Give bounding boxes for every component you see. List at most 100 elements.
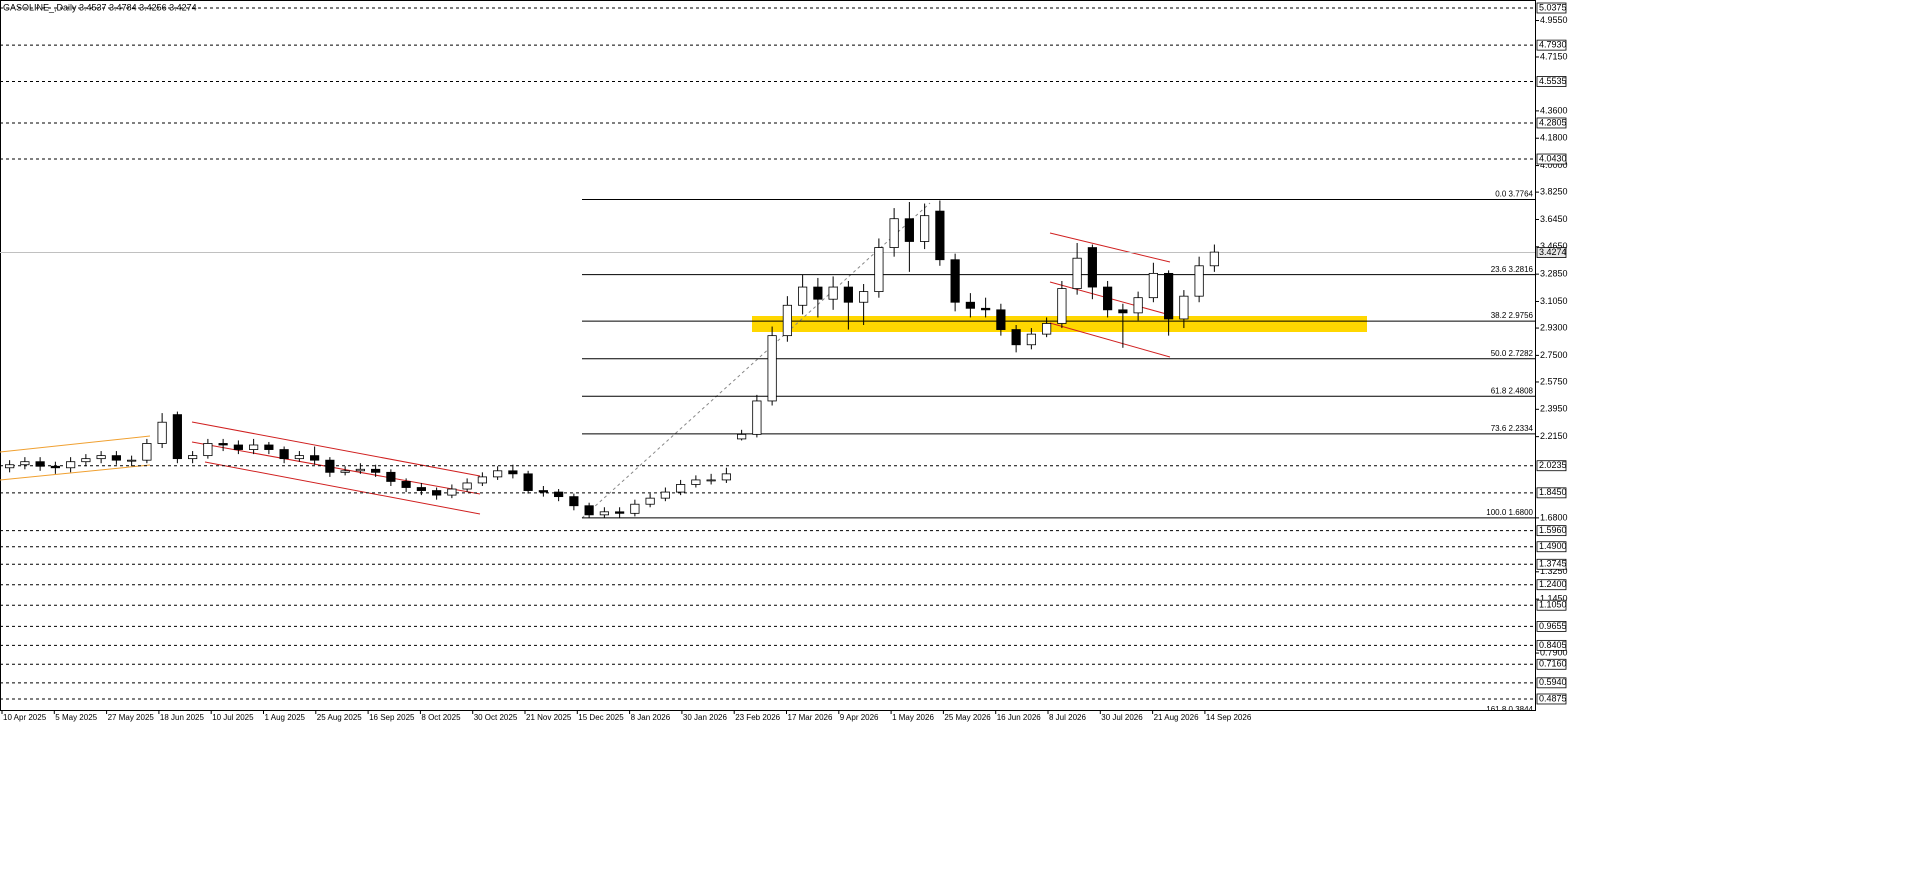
level-box <box>1536 541 1567 553</box>
candle-body <box>264 444 274 450</box>
candle-body <box>828 286 838 300</box>
fibo-label: 23.6 3.2816 <box>1491 265 1534 274</box>
x-tick-label: 1 Aug 2025 <box>265 713 306 722</box>
candle-body <box>630 503 640 514</box>
candle-body <box>904 218 914 242</box>
level-label: 0.7160 <box>1539 659 1567 669</box>
candle-body <box>20 461 30 466</box>
y-tick-label: 3.2850 <box>1540 269 1568 279</box>
channel-line <box>191 421 481 477</box>
level-box <box>1536 579 1567 591</box>
candle-body <box>996 309 1006 330</box>
support-zone <box>752 316 1367 332</box>
candle-body <box>279 449 289 460</box>
candle-body <box>233 444 243 450</box>
candle-body <box>843 286 853 303</box>
x-tick-label: 21 Nov 2025 <box>526 713 572 722</box>
y-tick-label: 2.5750 <box>1540 376 1568 386</box>
candle-body <box>889 218 899 248</box>
x-tick-label: 10 Jul 2025 <box>212 713 254 722</box>
candle-body <box>676 484 686 493</box>
level-label: 1.5960 <box>1539 525 1567 535</box>
fibo-label: 161.8 0.3844 <box>1486 705 1533 714</box>
channel-line <box>1049 322 1171 358</box>
candle-body <box>127 459 137 462</box>
candle-body <box>447 488 457 496</box>
candle-body <box>340 470 350 473</box>
candle-body <box>386 471 396 482</box>
x-tick-label: 18 Jun 2025 <box>160 713 205 722</box>
level-label: 1.1050 <box>1539 600 1567 610</box>
x-tick-label: 21 Aug 2026 <box>1154 713 1199 722</box>
level-label: 2.0235 <box>1539 460 1567 470</box>
level-label: 4.5535 <box>1539 76 1567 86</box>
y-tick-label: 2.3950 <box>1540 404 1568 414</box>
candle-body <box>1042 323 1052 335</box>
candle-body <box>111 455 121 461</box>
channel-line <box>1049 232 1171 263</box>
x-tick-label: 30 Oct 2025 <box>474 713 518 722</box>
x-tick-label: 25 May 2026 <box>944 713 991 722</box>
candle-body <box>1026 333 1036 346</box>
x-tick-label: 8 Jul 2026 <box>1049 713 1086 722</box>
candle-body <box>813 286 823 300</box>
candle-body <box>1148 272 1158 299</box>
x-tick-label: 17 Mar 2026 <box>788 713 833 722</box>
level-box <box>1536 487 1567 499</box>
candle-body <box>737 433 747 440</box>
candle-body <box>50 465 60 469</box>
candle-body <box>401 481 411 488</box>
level-label: 0.5940 <box>1539 677 1567 687</box>
y-tick-label: 2.9300 <box>1540 322 1568 332</box>
candle-body <box>310 455 320 461</box>
channel-line <box>0 464 151 481</box>
level-box <box>1536 525 1567 537</box>
x-tick-label: 27 May 2025 <box>108 713 155 722</box>
x-tick-label: 10 Apr 2025 <box>3 713 47 722</box>
y-tick-label: 2.2150 <box>1540 431 1568 441</box>
level-box <box>1536 639 1567 651</box>
y-tick-label: 4.3600 <box>1540 105 1568 115</box>
level-label: 1.3745 <box>1539 559 1567 569</box>
candle-body <box>1011 329 1021 346</box>
y-tick-label: 1.1450 <box>1540 594 1568 604</box>
candle-body <box>859 291 869 303</box>
candle-body <box>965 301 975 309</box>
level-box <box>1536 693 1567 705</box>
level-box <box>1536 658 1567 670</box>
level-box <box>1536 117 1567 129</box>
candle-body <box>432 490 442 496</box>
y-tick-label: 0.7900 <box>1540 647 1568 657</box>
candle-body <box>1057 288 1067 324</box>
candle-body <box>950 259 960 303</box>
candle-body <box>691 479 701 485</box>
candle-body <box>981 307 991 311</box>
x-tick-label: 8 Jan 2026 <box>631 713 671 722</box>
level-label: 5.0375 <box>1539 2 1567 12</box>
fibo-label: 50.0 2.7282 <box>1491 349 1534 358</box>
level-box <box>1536 153 1567 165</box>
x-tick-label: 9 Apr 2026 <box>840 713 879 722</box>
candle-body <box>523 473 533 491</box>
channel-line <box>0 435 151 453</box>
level-box <box>1536 460 1567 472</box>
candle-body <box>1087 247 1097 288</box>
candle-body <box>660 491 670 499</box>
candle-body <box>249 444 259 450</box>
y-tick-label: 1.3250 <box>1540 566 1568 576</box>
last-price-label: 3.4274 <box>1539 247 1567 257</box>
x-tick-label: 5 May 2025 <box>55 713 97 722</box>
fibo-label: 61.8 2.4808 <box>1491 386 1534 395</box>
candle-body <box>798 286 808 306</box>
level-label: 1.4900 <box>1539 541 1567 551</box>
level-box <box>1536 558 1567 570</box>
candle-body <box>1179 295 1189 320</box>
fibo-label: 100.0 1.6800 <box>1486 508 1533 517</box>
candle-body <box>416 487 426 491</box>
level-label: 4.2805 <box>1539 117 1567 127</box>
candle-body <box>874 247 884 293</box>
y-tick-label: 3.8250 <box>1540 187 1568 197</box>
level-box <box>1536 599 1567 611</box>
candle-body <box>599 511 609 516</box>
